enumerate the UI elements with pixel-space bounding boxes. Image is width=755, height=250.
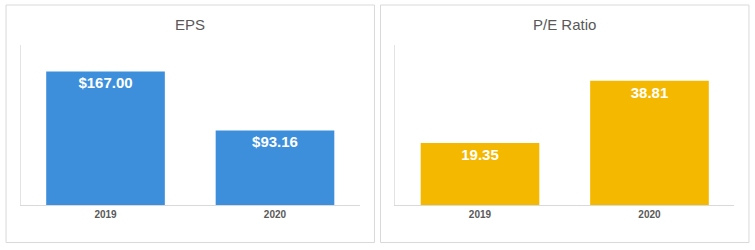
svg-text:2020: 2020 [638, 209, 661, 220]
svg-text:19.35: 19.35 [461, 146, 499, 163]
svg-text:$167.00: $167.00 [78, 74, 132, 91]
svg-text:$93.16: $93.16 [252, 133, 298, 150]
svg-text:2020: 2020 [264, 209, 287, 220]
svg-text:P/E Ratio: P/E Ratio [533, 16, 596, 33]
svg-text:2019: 2019 [469, 209, 492, 220]
svg-text:2019: 2019 [94, 209, 117, 220]
svg-text:EPS: EPS [175, 16, 205, 33]
svg-text:38.81: 38.81 [631, 84, 669, 101]
